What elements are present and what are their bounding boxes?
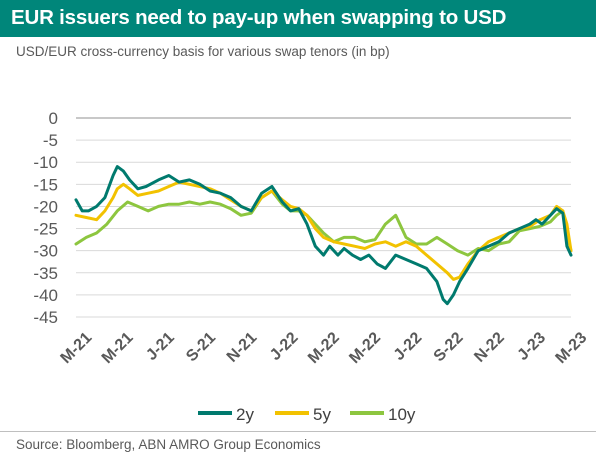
legend-label-10y: 10y [388, 405, 416, 424]
x-tick-label: M-22 [346, 329, 384, 367]
x-axis-ticks: M-21 M-21 J-21 S-21 N-21 J-22 M-22 M-22 J-22 S-22… [58, 329, 591, 367]
y-tick-label: -35 [33, 264, 58, 283]
x-tick-label: M-21 [58, 329, 96, 367]
y-axis-ticks: 0 -5 -10 -15 -20 -25 -30 -35 -40 -45 [33, 109, 58, 327]
series-line-2y [74, 165, 573, 306]
series-line-10y [74, 189, 573, 257]
series-line-5y [74, 180, 573, 281]
x-tick-label: S-22 [431, 329, 467, 365]
x-tick-label: S-21 [183, 329, 219, 365]
x-tick-label: M-21 [99, 329, 137, 367]
line-chart: 0-5-10-15-20-25-30-35-40-45 M-21 M-21 J-21… [33, 109, 591, 424]
y-tick-label: -5 [43, 131, 58, 150]
x-tick-label: N-21 [224, 329, 261, 366]
y-tick-label: -40 [33, 286, 58, 305]
x-tick-label: J-23 [514, 329, 549, 364]
x-tick-label: J-22 [391, 329, 426, 364]
y-tick-label: -30 [33, 242, 58, 261]
x-tick-label: M-23 [553, 329, 591, 367]
source-note: Source: Bloomberg, ABN AMRO Group Econom… [16, 437, 321, 452]
x-tick-label: J-22 [267, 329, 302, 364]
y-tick-label: -25 [33, 220, 58, 239]
y-tick-label: -15 [33, 175, 58, 194]
y-tick-label: -10 [33, 153, 58, 172]
x-tick-label: N-22 [471, 329, 508, 366]
legend-label-5y: 5y [313, 405, 331, 424]
y-tick-label: -20 [33, 197, 58, 216]
legend: 2y 5y 10y [198, 405, 416, 424]
series-lines [74, 165, 573, 306]
footer-divider [0, 431, 596, 432]
y-tick-label: 0 [49, 109, 58, 128]
y-tick-label: -45 [33, 308, 58, 327]
x-tick-label: M-22 [305, 329, 343, 367]
chart-title: EUR issuers need to pay-up when swapping… [11, 6, 507, 29]
gridlines [76, 117, 571, 318]
title-bar: EUR issuers need to pay-up when swapping… [0, 0, 596, 37]
x-tick-label: J-21 [143, 329, 178, 364]
legend-label-2y: 2y [236, 405, 254, 424]
chart-subtitle: USD/EUR cross-currency basis for various… [16, 44, 390, 59]
